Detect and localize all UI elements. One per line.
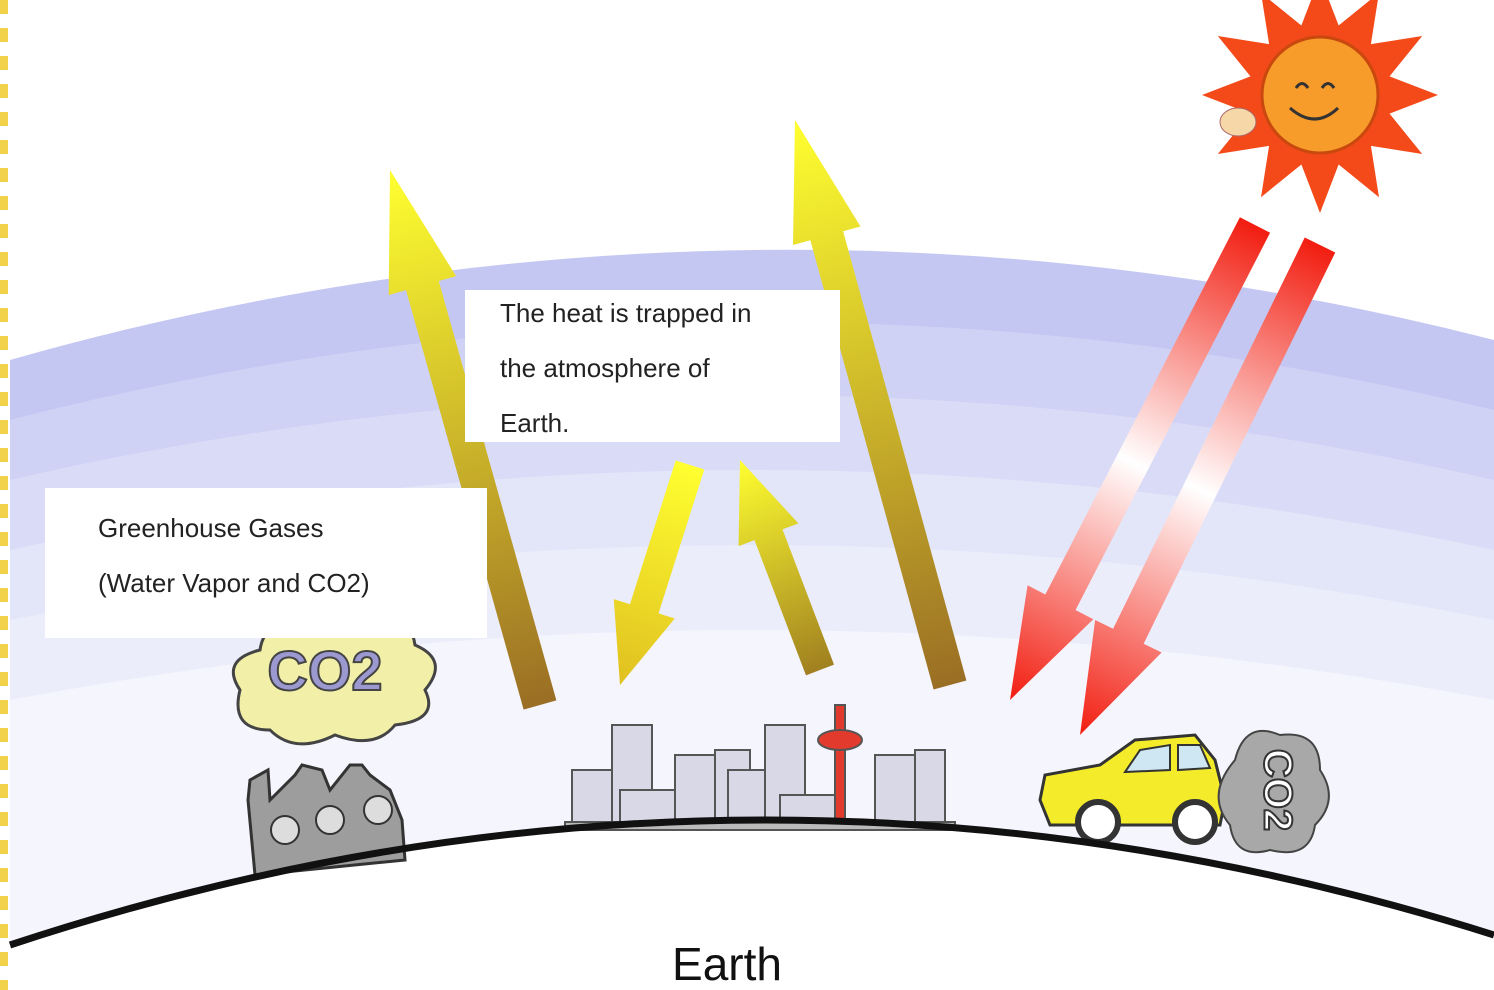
- earth-label: Earth: [672, 938, 782, 990]
- face: [316, 806, 344, 834]
- face: [364, 796, 392, 824]
- tower: [835, 705, 845, 825]
- cloud-label: CO2: [267, 639, 382, 702]
- greenhouse-box: Greenhouse Gases (Water Vapor and CO2): [45, 488, 487, 638]
- building: [875, 755, 920, 825]
- sun-hand: [1220, 108, 1256, 136]
- wheel: [1175, 802, 1215, 842]
- tower-top: [818, 730, 862, 750]
- building: [915, 750, 945, 825]
- box-line: The heat is trapped in: [500, 298, 752, 328]
- page: CO2 CO2 Earth The heat is trapped in: [0, 0, 1494, 990]
- face: [271, 816, 299, 844]
- exhaust-label: CO2: [1255, 749, 1299, 831]
- greenhouse-diagram: CO2 CO2 Earth The heat is trapped in: [0, 0, 1494, 990]
- sun-face: [1262, 37, 1378, 153]
- heat-trapped-box: The heat is trapped in the atmosphere of…: [465, 290, 840, 442]
- box: [45, 488, 487, 638]
- box-line: Greenhouse Gases: [98, 513, 323, 543]
- wheel: [1078, 802, 1118, 842]
- box-line: Earth.: [500, 408, 569, 438]
- building: [675, 755, 715, 825]
- box-line: the atmosphere of: [500, 353, 710, 383]
- box-line: (Water Vapor and CO2): [98, 568, 370, 598]
